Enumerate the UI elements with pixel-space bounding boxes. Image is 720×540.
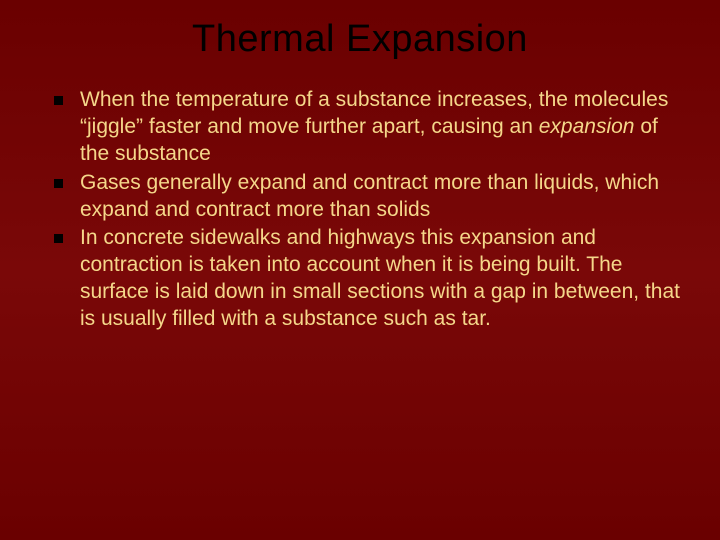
slide-title: Thermal Expansion [40, 18, 680, 61]
bullet-list: When the temperature of a substance incr… [40, 87, 680, 333]
square-bullet-icon [54, 96, 63, 105]
list-item-text: Gases generally expand and contract more… [80, 171, 659, 221]
list-item-text: In concrete sidewalks and highways this … [80, 226, 680, 330]
list-item-text: When the temperature of a substance incr… [80, 88, 668, 165]
list-item: When the temperature of a substance incr… [54, 87, 680, 168]
list-item: Gases generally expand and contract more… [54, 170, 680, 224]
square-bullet-icon [54, 179, 63, 188]
square-bullet-icon [54, 234, 63, 243]
list-item: In concrete sidewalks and highways this … [54, 225, 680, 333]
slide: Thermal Expansion When the temperature o… [0, 0, 720, 540]
